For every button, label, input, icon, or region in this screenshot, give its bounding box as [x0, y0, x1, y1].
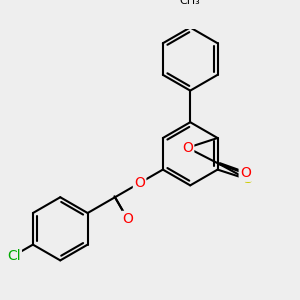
Text: O: O	[240, 167, 251, 181]
Text: O: O	[122, 212, 133, 226]
Text: Cl: Cl	[7, 249, 21, 263]
Text: O: O	[134, 176, 145, 190]
Text: S: S	[243, 172, 252, 186]
Text: O: O	[182, 141, 193, 155]
Text: CH₃: CH₃	[180, 0, 201, 6]
